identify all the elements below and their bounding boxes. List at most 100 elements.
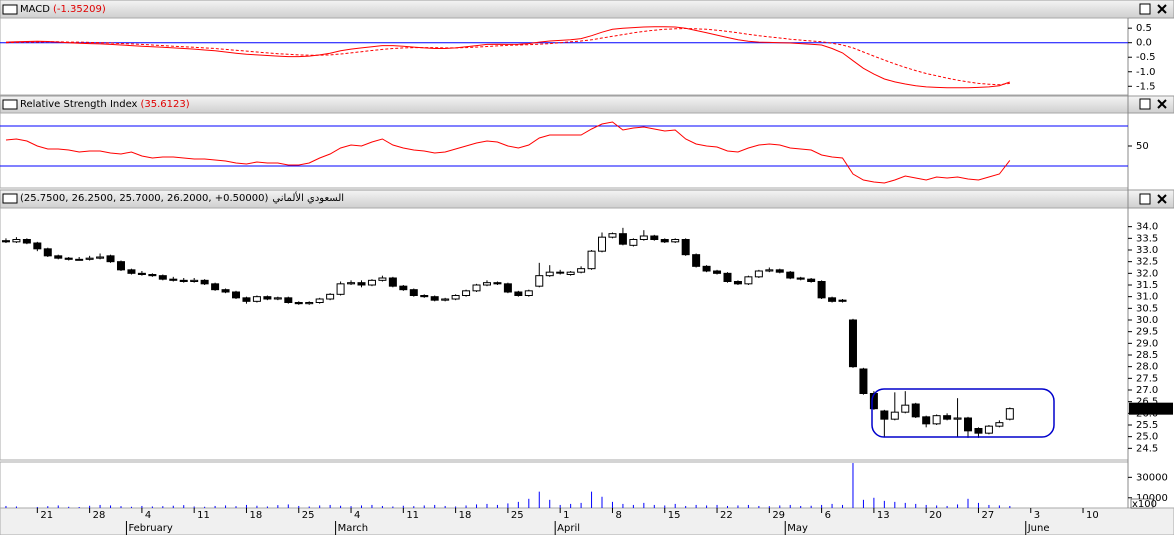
month-label: February <box>128 523 172 534</box>
candle-body <box>556 271 565 274</box>
x-tick-label: 18 <box>459 510 472 521</box>
y-tick-label: 34.0 <box>1136 222 1158 233</box>
candle-body <box>943 415 952 420</box>
candle-body <box>514 291 523 296</box>
candle-body <box>399 285 408 291</box>
candle-body <box>116 261 125 271</box>
candle-body <box>179 279 188 283</box>
y-tick-label: 32.0 <box>1136 268 1158 279</box>
candle-body <box>482 282 491 286</box>
candle-body <box>336 283 345 295</box>
candle-body <box>629 239 638 246</box>
y-tick-label: 33.5 <box>1136 233 1158 244</box>
candle-body <box>765 269 774 272</box>
x-tick-label: 20 <box>929 510 942 521</box>
candle-body <box>911 403 920 418</box>
candle-body <box>807 278 816 282</box>
candle-body <box>890 411 899 420</box>
candle-body <box>702 265 711 272</box>
maximize-button[interactable] <box>1139 98 1151 110</box>
x-tick-label: 21 <box>40 510 53 521</box>
candle-body <box>420 295 429 298</box>
candle-body <box>608 233 617 238</box>
candle-body <box>859 368 868 394</box>
close-button[interactable] <box>1157 4 1167 14</box>
candle-body <box>347 282 356 285</box>
candle-body <box>775 269 784 273</box>
month-label: May <box>787 523 808 534</box>
price-plot <box>0 207 1129 461</box>
panel-buttons[interactable] <box>1139 3 1167 205</box>
candle-body <box>148 274 157 277</box>
candle-body <box>242 297 251 302</box>
close-button[interactable] <box>1157 99 1167 109</box>
x-tick-label: 29 <box>772 510 785 521</box>
maximize-button[interactable] <box>1139 3 1151 15</box>
candle-body <box>451 295 460 300</box>
candle-body <box>733 281 742 285</box>
candle-body <box>43 248 52 257</box>
y-tick-label: 25.0 <box>1136 432 1158 443</box>
y-tick-label: -0.5 <box>1136 52 1156 63</box>
candle-body <box>200 279 209 285</box>
y-tick-label: 24.5 <box>1136 443 1158 454</box>
x-tick-label: 4 <box>354 510 360 521</box>
month-label: March <box>338 523 368 534</box>
candle-body <box>1 240 10 243</box>
candle-body <box>409 289 418 296</box>
y-tick-label: 28.5 <box>1136 350 1158 361</box>
window-icon <box>2 99 18 110</box>
candle-body <box>493 282 502 285</box>
macd-plot <box>0 17 1129 96</box>
candle-body <box>221 289 230 293</box>
candle-body <box>880 410 889 420</box>
x-tick-label: 22 <box>720 510 733 521</box>
candle-body <box>754 270 763 278</box>
x-tick-label: 8 <box>615 510 621 521</box>
candle-body <box>535 275 544 287</box>
candle-body <box>85 257 94 260</box>
unit-label: x100 <box>1132 499 1157 510</box>
macd-title: MACD (-1.35209) <box>20 4 106 15</box>
candle-body <box>995 422 1004 427</box>
candle-body <box>713 270 722 274</box>
candle-body <box>263 296 272 300</box>
candle-body <box>211 283 220 291</box>
candle-body <box>681 239 690 256</box>
candle-body <box>577 268 586 273</box>
candle-body <box>75 258 84 261</box>
candle-body <box>692 254 701 267</box>
y-tick-label: 26.5 <box>1136 397 1158 408</box>
candle-body <box>441 298 450 301</box>
y-tick-label: 0.0 <box>1136 38 1152 49</box>
y-tick-label: 25.5 <box>1136 420 1158 431</box>
candle-body <box>932 415 941 425</box>
price-title: (25.7500, 26.2500, 25.7000, 26.2000, +0.… <box>20 191 344 204</box>
current-value: (35.6123) <box>140 99 189 110</box>
candle-body <box>137 272 146 276</box>
candle-body <box>127 269 136 274</box>
indicator-line <box>5 121 1011 184</box>
candle-body <box>953 417 962 420</box>
maximize-button[interactable] <box>1139 193 1151 205</box>
candle-body <box>378 277 387 281</box>
rsi-title: Relative Strength Index (35.6123) <box>20 99 190 110</box>
candle-body <box>1005 408 1014 420</box>
candle-body <box>96 256 105 259</box>
candle-body <box>190 279 199 283</box>
y-tick-label: 30.0 <box>1136 315 1158 326</box>
candle-body <box>598 236 607 252</box>
x-tick-label: 6 <box>825 510 831 521</box>
candle-body <box>545 271 554 277</box>
current-value: (-1.35209) <box>53 4 106 15</box>
y-tick-label: 30.5 <box>1136 303 1158 314</box>
candle-body <box>294 302 303 305</box>
candle-body <box>671 239 680 243</box>
candle-body <box>284 297 293 304</box>
close-button[interactable] <box>1157 194 1167 204</box>
candle-body <box>828 297 837 302</box>
candle-body <box>566 271 575 275</box>
candle-body <box>503 283 512 293</box>
y-tick-label: 28.0 <box>1136 362 1158 373</box>
